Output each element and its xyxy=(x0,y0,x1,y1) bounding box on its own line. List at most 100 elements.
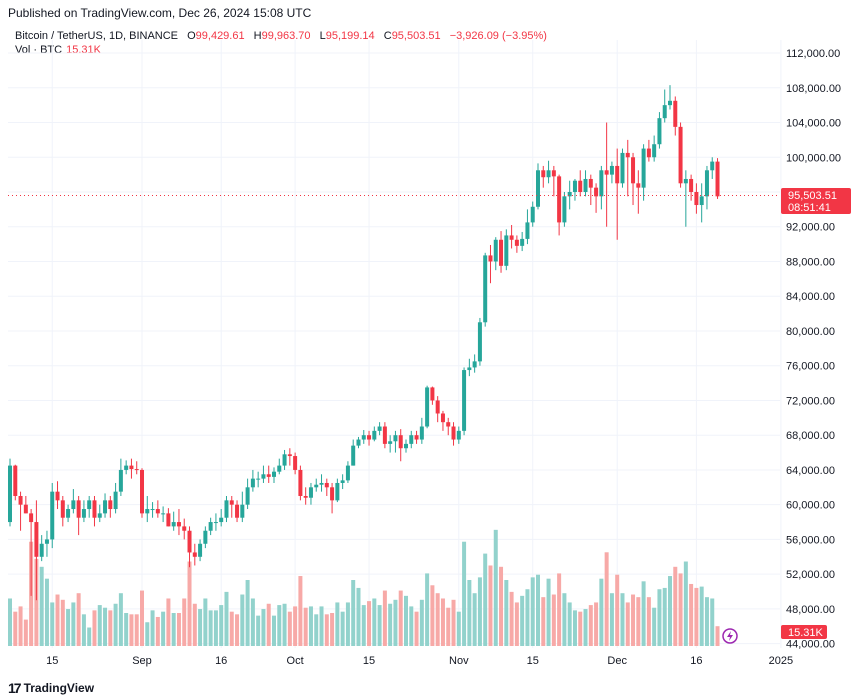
volume-bar xyxy=(578,611,583,646)
candle-body xyxy=(229,500,234,505)
candle-body xyxy=(382,426,387,444)
candle-body xyxy=(319,482,324,485)
volume-bar xyxy=(372,598,377,646)
x-tick-label: 2025 xyxy=(769,655,793,667)
candle-body xyxy=(240,504,245,518)
y-tick-label: 48,000.00 xyxy=(786,604,835,616)
volume-bar xyxy=(76,593,81,646)
volume-bar xyxy=(34,558,39,646)
candle-body xyxy=(594,187,599,197)
candle-body xyxy=(657,118,662,145)
volume-bar xyxy=(440,598,445,646)
volume-bar xyxy=(314,614,319,646)
candle-body xyxy=(599,170,604,197)
volume-bar xyxy=(250,598,255,646)
candle-body xyxy=(166,513,171,527)
volume-bar xyxy=(124,613,129,646)
candle-body xyxy=(76,500,81,518)
volume-bar xyxy=(303,607,308,646)
volume-bar xyxy=(351,580,356,646)
volume-bar xyxy=(13,611,18,646)
candle-body xyxy=(668,100,672,106)
candle-body xyxy=(293,456,298,470)
candle-body xyxy=(261,474,266,479)
candle-body xyxy=(451,426,456,440)
volume-bar xyxy=(155,616,160,646)
volume-bar xyxy=(208,610,213,646)
candle-body xyxy=(483,255,488,323)
candle-body xyxy=(541,170,546,178)
volume-bar xyxy=(60,599,65,646)
candle-body xyxy=(678,126,683,184)
volume-bar xyxy=(488,565,493,646)
volume-bar xyxy=(92,610,97,646)
lightning-icon[interactable] xyxy=(722,628,738,644)
candle-body xyxy=(562,196,567,223)
candle-body xyxy=(23,504,28,514)
candle-body xyxy=(393,435,398,442)
candle-body xyxy=(81,509,86,518)
volume-bar xyxy=(298,576,303,646)
candle-body xyxy=(176,522,181,527)
candle-body xyxy=(710,161,715,171)
volume-bar xyxy=(361,605,366,646)
candle-body xyxy=(87,500,92,510)
volume-bar xyxy=(652,607,657,646)
candle-body xyxy=(129,465,134,470)
volume-bar xyxy=(356,587,361,646)
candle-body xyxy=(536,170,540,207)
candle-body xyxy=(435,400,440,414)
volume-bar xyxy=(71,602,76,646)
candle-body xyxy=(662,105,667,119)
volume-bar xyxy=(641,581,646,646)
volume-bar xyxy=(324,614,329,646)
y-tick-label: 56,000.00 xyxy=(786,534,835,546)
candle-body xyxy=(245,487,250,505)
candle-body xyxy=(140,469,144,514)
volume-bar xyxy=(530,577,535,646)
low-value: 95,199.14 xyxy=(325,30,375,42)
x-tick-label: 15 xyxy=(363,655,375,667)
candle-body xyxy=(335,482,340,501)
candle-body xyxy=(572,180,577,192)
y-tick-label: 88,000.00 xyxy=(786,256,835,268)
close-value: 95,503.51 xyxy=(391,30,441,42)
candle-body xyxy=(583,178,588,192)
candle-body xyxy=(567,192,572,197)
volume-bar xyxy=(224,591,229,646)
candle-body xyxy=(219,517,224,523)
candle-body xyxy=(646,148,651,158)
candle-body xyxy=(467,367,472,371)
close-label: C xyxy=(383,30,392,42)
volume-bar xyxy=(103,607,108,646)
candle-body xyxy=(715,161,720,197)
volume-bar xyxy=(176,613,181,646)
candle-body xyxy=(652,144,657,158)
volume-bar xyxy=(192,603,197,646)
price-badge: 95,503.51 08:51:41 xyxy=(781,188,851,214)
candle-body xyxy=(440,413,445,423)
tradingview-logo[interactable]: 17 TradingView xyxy=(8,680,94,696)
candle-body xyxy=(615,165,620,184)
volume-bar xyxy=(625,602,630,646)
volume-bar xyxy=(446,607,451,646)
candle-body xyxy=(636,183,641,188)
candle-body xyxy=(372,430,377,440)
volume-bar xyxy=(409,606,414,646)
volume-bar xyxy=(308,606,313,646)
volume-bar xyxy=(620,593,625,646)
candle-body xyxy=(509,235,514,240)
candle-body xyxy=(631,157,636,184)
tradingview-brand: TradingView xyxy=(23,681,95,695)
candle-body xyxy=(13,465,18,496)
candle-body xyxy=(282,454,287,466)
candle-body xyxy=(673,100,678,127)
symbol-label[interactable]: Bitcoin / TetherUS, 1D, BINANCE xyxy=(15,30,179,42)
candle-body xyxy=(303,496,308,498)
candle-body xyxy=(530,206,535,223)
volume-bar xyxy=(583,609,588,646)
candle-body xyxy=(256,478,261,480)
candle-body xyxy=(514,239,519,246)
candle-body xyxy=(340,480,345,483)
